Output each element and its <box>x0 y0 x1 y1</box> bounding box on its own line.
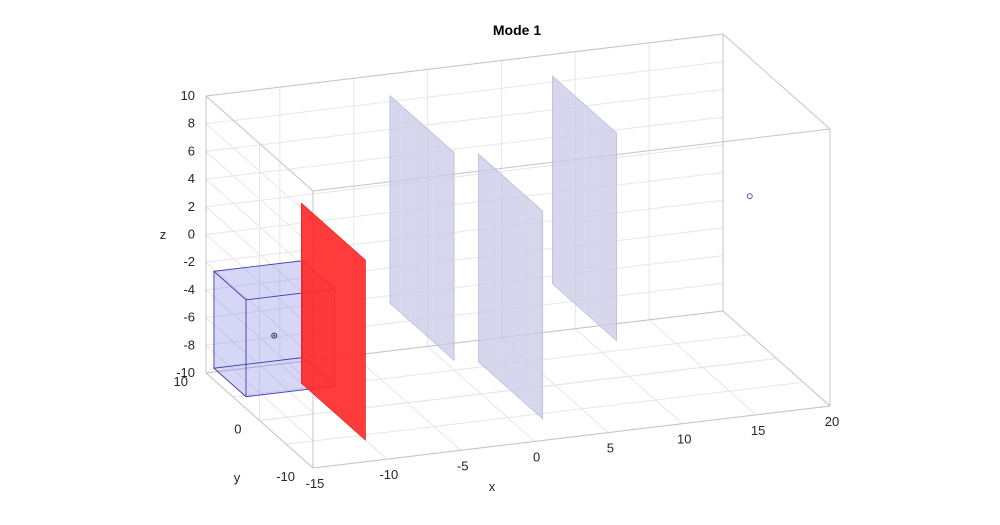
x-tick-label: -15 <box>306 476 325 491</box>
axis-edge <box>312 405 831 469</box>
x-tick-label: -5 <box>457 458 469 473</box>
z-tick-label: -10 <box>176 365 195 380</box>
z-tick-label: 10 <box>181 88 195 103</box>
z-tick-label: 4 <box>188 171 195 186</box>
axis-edge <box>205 372 314 469</box>
axis-edge <box>722 310 831 407</box>
grid-line <box>205 199 724 263</box>
axis-edge <box>205 95 314 192</box>
source-point-marker <box>271 332 278 339</box>
grid-line <box>205 282 724 346</box>
grid-line <box>205 151 314 247</box>
grid-line <box>205 144 724 208</box>
grid-line <box>205 206 314 303</box>
chart-title: Mode 1 <box>493 22 541 38</box>
x-tick-label: -10 <box>379 467 398 482</box>
grid-line <box>205 61 724 125</box>
z-tick-label: -8 <box>183 337 195 352</box>
grid-line <box>205 289 314 386</box>
scene-objects <box>212 75 753 441</box>
source-point-dot <box>273 334 276 337</box>
z-tick-label: -6 <box>183 310 195 325</box>
y-axis-label: y <box>234 470 241 485</box>
grid-line <box>205 344 314 441</box>
grid-line <box>205 317 314 413</box>
z-tick-label: 2 <box>188 199 195 214</box>
grid-line <box>205 116 724 180</box>
axis-edge <box>205 310 724 374</box>
grid-line <box>205 178 314 275</box>
z-tick-label: 6 <box>188 143 195 158</box>
y-tick-label: 0 <box>234 422 241 437</box>
grid-line <box>205 234 314 330</box>
grid-line <box>205 172 724 235</box>
grid-line <box>205 261 314 358</box>
z-tick-label: -2 <box>183 254 195 269</box>
x-tick-label: 20 <box>825 414 839 429</box>
grid-line <box>205 227 724 291</box>
grid-line <box>286 381 804 445</box>
x-axis-label: x <box>489 479 496 494</box>
target-point-marker <box>746 193 753 200</box>
grid-line <box>205 123 314 220</box>
axis-edge <box>205 33 724 97</box>
red-panel <box>300 202 366 441</box>
x-tick-label: 0 <box>533 449 540 464</box>
y-tick-label: -10 <box>276 469 295 484</box>
z-tick-label: 0 <box>188 227 195 242</box>
x-tick-label: 15 <box>751 423 765 438</box>
grid-line <box>205 255 724 319</box>
x-tick-label: 10 <box>677 432 691 447</box>
y-tick-label: 10 <box>174 374 188 389</box>
axis-edge <box>722 33 831 130</box>
z-axis-label: z <box>160 227 167 242</box>
z-tick-label: 8 <box>188 116 195 131</box>
z-tick-label: -4 <box>183 282 195 297</box>
x-tick-label: 5 <box>607 441 614 456</box>
grid-line <box>205 88 724 152</box>
